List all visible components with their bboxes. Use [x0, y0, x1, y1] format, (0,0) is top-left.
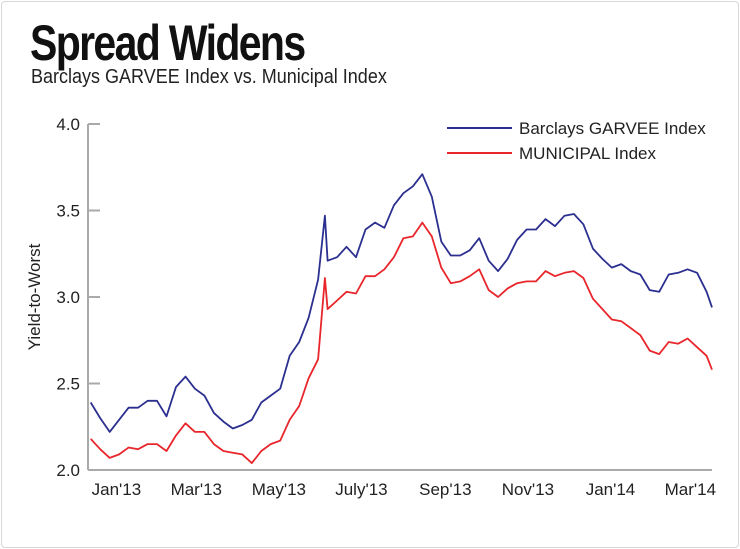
- x-tick-label: Mar'14: [665, 480, 716, 499]
- y-tick-label: 3.5: [56, 202, 80, 221]
- y-tick-label: 4.0: [56, 115, 80, 134]
- series-line-municipal: [90, 221, 713, 465]
- y-tick-label: 2.0: [56, 461, 80, 480]
- x-tick-label: Jan'13: [92, 480, 142, 499]
- chart-title: Spread Widens: [30, 15, 306, 71]
- x-tick-label: Nov'13: [502, 480, 554, 499]
- x-tick-label: Jan'14: [586, 480, 636, 499]
- legend-label: Barclays GARVEE Index: [519, 119, 706, 138]
- y-axis-label: Yield-to-Worst: [25, 243, 44, 350]
- x-tick-label: May'13: [252, 480, 306, 499]
- y-tick-label: 3.0: [56, 288, 80, 307]
- series-line-garvee: [89, 173, 713, 433]
- x-tick-label: Mar'13: [171, 480, 222, 499]
- legend-label: MUNICIPAL Index: [519, 144, 656, 163]
- x-tick-label: July'13: [335, 480, 387, 499]
- y-tick-label: 2.5: [56, 375, 80, 394]
- chart-subtitle: Barclays GARVEE Index vs. Municipal Inde…: [31, 66, 387, 88]
- x-tick-label: Sep'13: [419, 480, 471, 499]
